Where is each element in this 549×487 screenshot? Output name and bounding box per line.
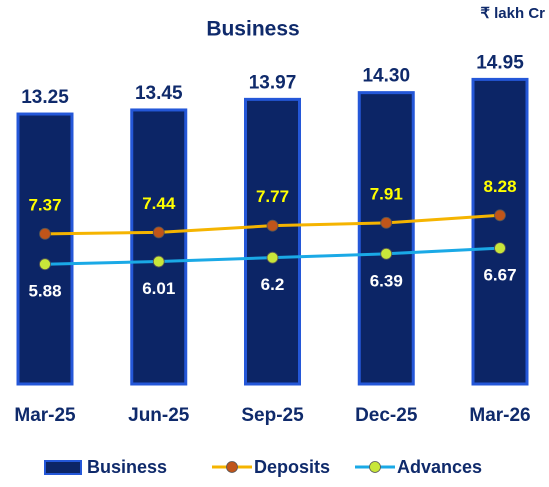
marker — [39, 227, 51, 240]
x-tick-label: Jun-25 — [128, 405, 190, 426]
chart-title: Business — [206, 18, 299, 41]
line-value-label: 6.01 — [142, 279, 175, 298]
bar — [357, 91, 415, 386]
x-tick-label: Mar-25 — [14, 405, 76, 426]
marker — [266, 251, 279, 264]
x-tick-label: Dec-25 — [355, 405, 418, 426]
bar-value-label: 14.30 — [362, 66, 410, 87]
bar-value-label: 13.45 — [135, 83, 183, 104]
bar — [244, 97, 301, 386]
bar — [471, 77, 529, 386]
legend-label: Deposits — [254, 457, 330, 477]
legend-swatch — [44, 460, 82, 475]
line-value-label: 8.28 — [483, 177, 516, 196]
marker — [494, 242, 506, 254]
line-value-label: 6.67 — [483, 266, 516, 285]
marker — [494, 209, 506, 222]
marker — [152, 255, 165, 268]
legend-marker — [369, 461, 381, 473]
marker — [152, 226, 165, 239]
marker — [266, 219, 279, 232]
marker — [39, 258, 51, 271]
x-tick-label: Mar-26 — [469, 405, 530, 426]
bar-value-label: 13.25 — [21, 87, 69, 108]
bar-value-label: 14.95 — [476, 52, 524, 73]
unit-label: ₹ lakh Cr — [480, 5, 545, 22]
legend-label: Business — [87, 457, 167, 477]
line-value-label: 6.39 — [370, 271, 403, 290]
marker — [380, 247, 393, 260]
line-value-label: 7.44 — [142, 194, 176, 213]
line-value-label: 5.88 — [28, 282, 61, 301]
line-value-label: 7.37 — [28, 195, 61, 214]
line-value-label: 7.77 — [256, 187, 289, 206]
legend-marker — [226, 461, 238, 473]
line-value-label: 7.91 — [370, 184, 403, 203]
bar — [130, 108, 188, 386]
legend-label: Advances — [397, 457, 482, 477]
bar-value-label: 13.97 — [249, 72, 297, 93]
marker — [380, 216, 393, 229]
line-value-label: 6.2 — [261, 275, 285, 294]
bar — [16, 112, 74, 386]
x-tick-label: Sep-25 — [241, 405, 304, 426]
